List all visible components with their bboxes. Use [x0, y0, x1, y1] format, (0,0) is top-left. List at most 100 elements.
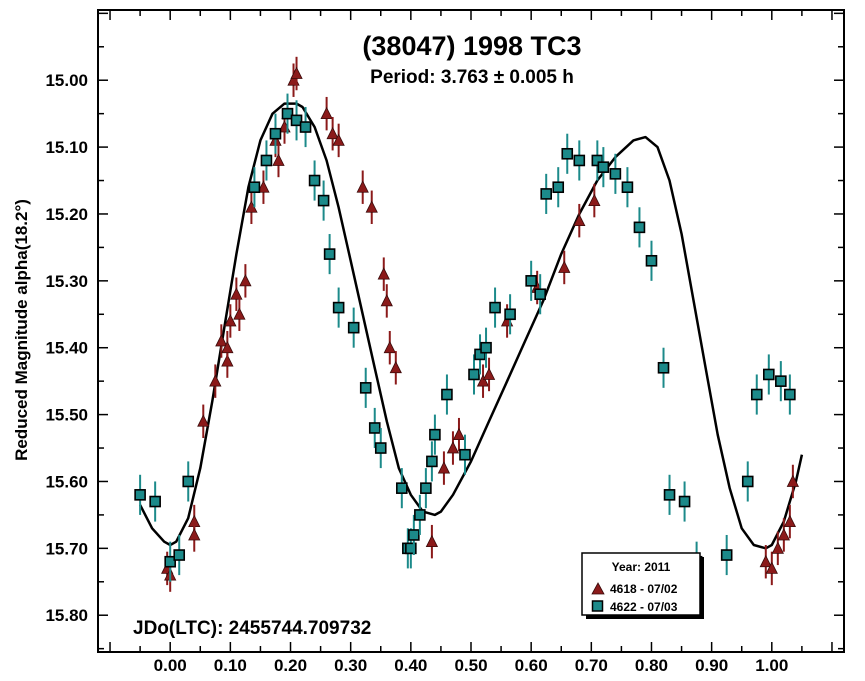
- data-point-triangle: [290, 66, 303, 79]
- x-tick-labels: 0.00 0.10 0.20 0.30 0.40 0.50 0.60 0.70 0.80 0.90…: [154, 656, 789, 675]
- x-tick-label: 0.70: [575, 656, 608, 675]
- data-point-square: [480, 341, 492, 354]
- data-point-square: [269, 127, 282, 140]
- data-point-square: [540, 188, 553, 200]
- fit-curve-line: [138, 102, 804, 550]
- data-point-triangle: [332, 133, 345, 146]
- data-point-square: [784, 388, 796, 401]
- data-point-triangle: [771, 541, 784, 554]
- data-point-square: [459, 448, 471, 461]
- data-point-square: [762, 368, 775, 381]
- data-point-square: [633, 221, 646, 234]
- plot-frame: [97, 9, 845, 653]
- data-point-square: [396, 482, 408, 494]
- data-point-square: [426, 455, 438, 468]
- data-point-square: [368, 422, 381, 434]
- y-axis-label: Reduced Magnitude alpha(18.2°): [12, 199, 31, 461]
- legend-marker-square: [591, 600, 604, 612]
- data-point-triangle: [209, 374, 222, 387]
- x-tick-label: 0.80: [635, 656, 668, 675]
- data-point-square: [332, 301, 345, 314]
- x-tick-label: 0.60: [515, 656, 548, 675]
- data-point-triangle: [272, 153, 285, 166]
- y-tick-label: 15.20: [45, 205, 88, 224]
- y-tick-label: 15.70: [45, 539, 88, 558]
- data-point-triangle: [389, 360, 402, 374]
- data-point-triangle: [377, 267, 390, 280]
- data-point-square: [182, 475, 195, 488]
- data-point-triangle: [221, 340, 234, 354]
- data-point-triangle: [786, 474, 800, 487]
- data-point-square: [281, 107, 294, 120]
- series-4618: [161, 56, 800, 592]
- data-point-square: [408, 529, 420, 541]
- data-point-triangle: [320, 106, 333, 120]
- data-point-square: [299, 121, 312, 133]
- legend-title: Year: 2011: [612, 560, 671, 574]
- data-point-triangle: [777, 528, 790, 541]
- data-point-square: [308, 174, 321, 187]
- data-point-square: [414, 509, 426, 521]
- y-tick-label: 15.10: [45, 138, 88, 157]
- data-point-triangle: [476, 374, 490, 387]
- data-point-square: [720, 549, 733, 561]
- data-point-triangle: [573, 213, 586, 227]
- x-tick-label: 0.20: [274, 656, 307, 675]
- data-point-triangle: [215, 334, 228, 347]
- y-tick-label: 15.50: [45, 406, 88, 425]
- legend-entry-2: 4622 - 07/03: [610, 600, 678, 614]
- data-point-square: [573, 154, 586, 167]
- y-tick-labels: 15.00 15.10 15.20 15.30 15.40 15.50 15.60 15.70…: [45, 71, 88, 625]
- data-point-triangle: [197, 414, 210, 427]
- data-point-square: [290, 114, 303, 127]
- jd-annotation: JDo(LTC): 2455744.709732: [133, 618, 371, 639]
- x-tick-label: 0.40: [394, 656, 427, 675]
- data-point-square: [405, 542, 417, 555]
- data-point-triangle: [765, 561, 778, 574]
- x-tick-label: 0.50: [454, 656, 487, 675]
- legend-entry-1: 4618 - 07/02: [610, 582, 678, 596]
- data-point-triangle: [452, 427, 466, 441]
- x-tick-label: 0.00: [154, 656, 187, 675]
- y-tick-label: 15.60: [45, 472, 88, 491]
- data-point-square: [678, 495, 691, 508]
- data-point-square: [248, 181, 261, 194]
- legend-marker-triangle: [591, 582, 605, 595]
- data-point-triangle: [380, 294, 393, 307]
- data-point-square: [663, 489, 676, 501]
- data-point-triangle: [588, 193, 601, 206]
- data-point-square: [741, 475, 754, 488]
- chart-subtitle: Period: 3.763 ± 0.005 h: [370, 67, 574, 88]
- data-point-triangle: [365, 200, 378, 213]
- legend: Year: 2011 4618 - 07/02 4622 - 07/03: [581, 552, 704, 619]
- y-tick-label: 15.40: [45, 339, 88, 358]
- fit-curve: [138, 102, 804, 550]
- data-point-triangle: [356, 180, 369, 193]
- data-point-square: [468, 368, 480, 381]
- data-point-triangle: [783, 514, 797, 527]
- y-tick-label: 15.80: [45, 606, 88, 625]
- data-point-square: [474, 348, 486, 361]
- data-point-square: [489, 301, 501, 314]
- y-tick-label: 15.00: [45, 71, 88, 90]
- data-point-square: [775, 375, 787, 387]
- data-point-triangle: [233, 307, 246, 320]
- data-point-square: [534, 288, 546, 301]
- data-point-square: [591, 154, 604, 167]
- data-point-triangle: [759, 554, 772, 568]
- data-point-square: [552, 181, 565, 194]
- data-point-square: [609, 168, 622, 180]
- chart-title: (38047) 1998 TC3: [362, 31, 581, 61]
- data-point-triangle: [326, 126, 339, 140]
- data-point-triangle: [482, 367, 496, 380]
- y-tick-label: 15.30: [45, 272, 88, 291]
- data-point-triangle: [383, 340, 396, 354]
- data-point-square: [317, 194, 330, 207]
- data-point-square: [347, 321, 360, 334]
- data-point-triangle: [224, 314, 237, 327]
- x-tick-label: 0.90: [695, 656, 728, 675]
- data-point-square: [504, 308, 516, 321]
- data-point-square: [441, 388, 453, 401]
- data-point-triangle: [425, 534, 439, 548]
- data-point-square: [173, 549, 186, 561]
